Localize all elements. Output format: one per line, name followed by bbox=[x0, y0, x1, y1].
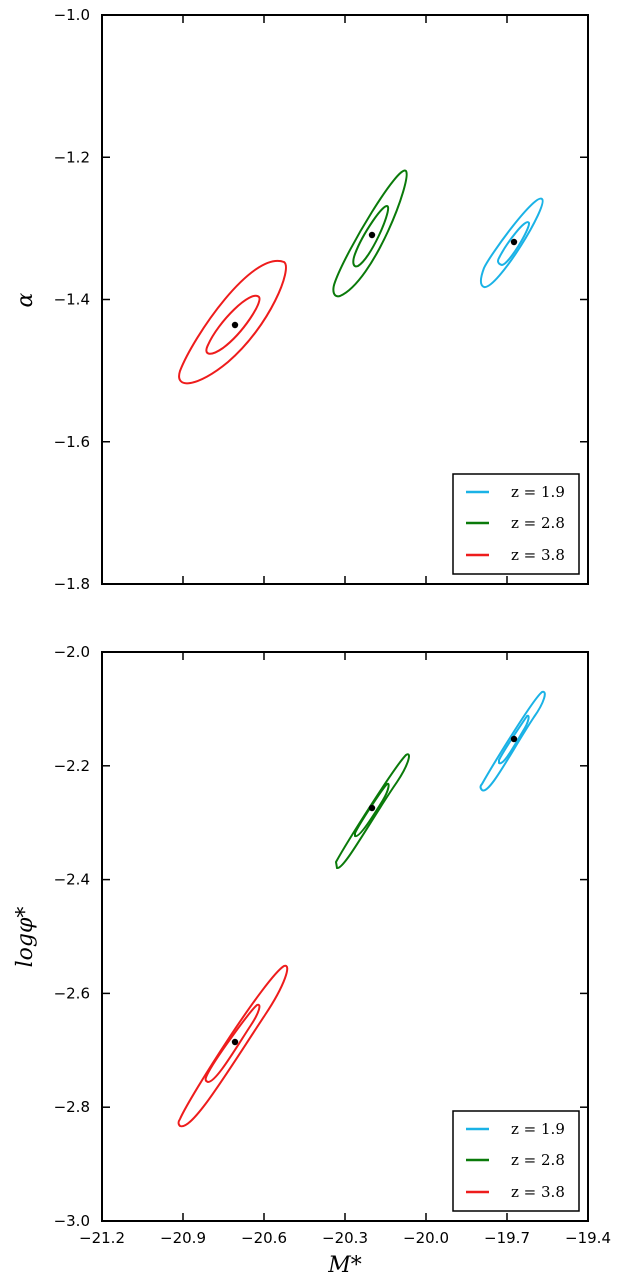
best-fit-point-z3.8 bbox=[231, 321, 239, 329]
contour-inner-z2.8 bbox=[354, 782, 390, 837]
bottom-legend: z = 1.9 z = 2.8 z = 3.8 bbox=[452, 1110, 580, 1212]
contour-inner-z3.8 bbox=[205, 294, 261, 355]
y-tick-label: −2.8 bbox=[54, 1098, 90, 1116]
contour-outer-z3.8 bbox=[177, 964, 289, 1128]
y-tick-label: −1.0 bbox=[54, 6, 90, 24]
bottom-contours bbox=[177, 690, 546, 1128]
legend-label-z1.9: z = 1.9 bbox=[511, 483, 565, 501]
top-y-ticks: −1.8 −1.6 −1.4 −1.2 −1.0 bbox=[54, 6, 588, 593]
bottom-y-ticks: −3.0 −2.8 −2.6 −2.4 −2.2 −2.0 bbox=[54, 643, 588, 1230]
y-tick-label: −2.6 bbox=[54, 984, 90, 1002]
x-tick-label: −19.4 bbox=[565, 1229, 611, 1247]
contour-outer-z2.8 bbox=[334, 753, 410, 869]
x-tick-label: −20.3 bbox=[322, 1229, 368, 1247]
bottom-y-axis-label: logφ* bbox=[13, 907, 38, 968]
x-tick-label: −20.9 bbox=[160, 1229, 206, 1247]
y-tick-label: −2.2 bbox=[54, 757, 90, 775]
contour-outer-z1.9 bbox=[479, 690, 546, 792]
contour-outer-z3.8 bbox=[178, 259, 287, 385]
best-fit-point-z3.8 bbox=[231, 1038, 239, 1046]
top-legend: z = 1.9 z = 2.8 z = 3.8 bbox=[452, 473, 580, 575]
y-tick-label: −1.2 bbox=[54, 148, 90, 166]
best-fit-point-z2.8 bbox=[368, 231, 376, 239]
contour-inner-z3.8 bbox=[204, 1003, 261, 1084]
x-tick-label: −20.0 bbox=[403, 1229, 449, 1247]
x-tick-label: −20.6 bbox=[241, 1229, 287, 1247]
top-y-axis-label: α bbox=[13, 292, 38, 307]
x-tick-label: −21.2 bbox=[79, 1229, 125, 1247]
legend-label-z2.8: z = 2.8 bbox=[511, 1151, 565, 1169]
y-tick-label: −1.8 bbox=[54, 575, 90, 593]
y-tick-label: −1.6 bbox=[54, 433, 90, 451]
contour-outer-z1.9 bbox=[480, 197, 544, 288]
legend-label-z3.8: z = 3.8 bbox=[511, 1183, 565, 1201]
contour-inner-z2.8 bbox=[352, 205, 390, 268]
contour-inner-z1.9 bbox=[497, 221, 530, 267]
y-tick-label: −2.0 bbox=[54, 643, 90, 661]
y-tick-label: −2.4 bbox=[54, 871, 90, 889]
contour-outer-z2.8 bbox=[332, 169, 408, 298]
y-tick-label: −3.0 bbox=[54, 1212, 90, 1230]
y-tick-label: −1.4 bbox=[54, 291, 90, 309]
bottom-panel: −3.0 −2.8 −2.6 −2.4 −2.2 −2.0 −21.2 −20.9 −20.6… bbox=[13, 643, 611, 1278]
best-fit-point-z1.9 bbox=[510, 735, 518, 743]
bottom-x-axis-label: M* bbox=[327, 1253, 362, 1278]
legend-label-z2.8: z = 2.8 bbox=[511, 514, 565, 532]
x-tick-label: −19.7 bbox=[484, 1229, 530, 1247]
legend-label-z3.8: z = 3.8 bbox=[511, 546, 565, 564]
top-x-ticks bbox=[101, 15, 589, 584]
best-fit-point-z2.8 bbox=[368, 804, 376, 812]
top-contours bbox=[178, 169, 544, 385]
top-panel: −1.8 −1.6 −1.4 −1.2 −1.0 z = 1.9 z = 2.8 z =… bbox=[13, 6, 589, 593]
best-fit-point-z1.9 bbox=[510, 238, 518, 246]
bottom-x-ticks: −21.2 −20.9 −20.6 −20.3 −20.0 −19.7 −19.4 bbox=[79, 652, 611, 1247]
contour-inner-z1.9 bbox=[498, 714, 530, 765]
legend-label-z1.9: z = 1.9 bbox=[511, 1120, 565, 1138]
